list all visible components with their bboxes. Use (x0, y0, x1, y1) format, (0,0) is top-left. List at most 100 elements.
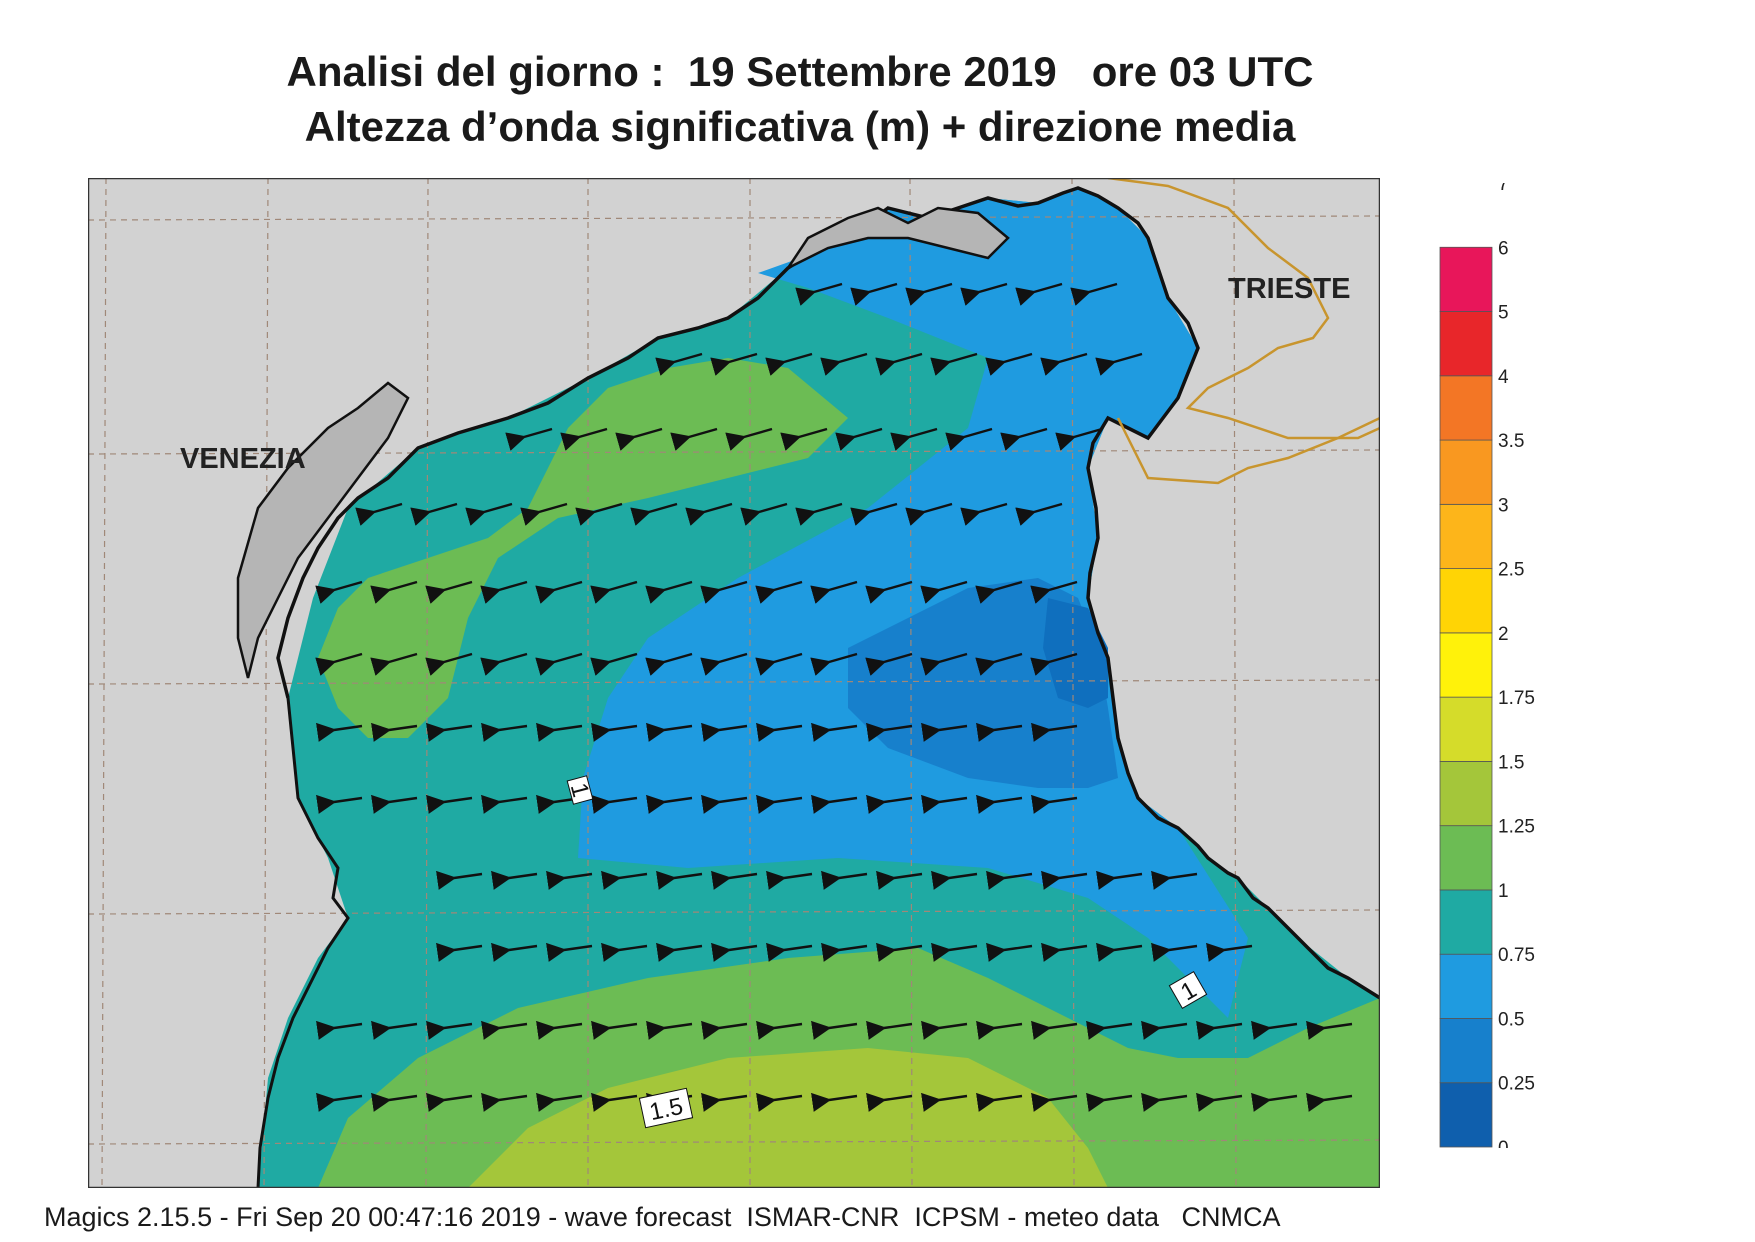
wave-direction-arrow (850, 282, 898, 306)
wave-direction-arrow (960, 282, 1008, 306)
wave-direction-arrow (701, 722, 748, 742)
wave-direction-arrow (725, 427, 773, 451)
city-label-trieste: TRIESTE (1228, 273, 1350, 305)
wave-direction-arrow (811, 722, 858, 742)
wave-direction-arrow (601, 870, 648, 890)
wave-direction-arrow (756, 1020, 803, 1040)
wave-direction-arrow (930, 352, 978, 376)
wave-direction-arrow (876, 870, 923, 890)
wave-direction-arrow (820, 352, 868, 376)
city-label-venezia: VENEZIA (180, 443, 306, 475)
wave-direction-arrow (656, 942, 703, 962)
wave-direction-arrow (590, 652, 638, 676)
wave-direction-arrow (765, 352, 813, 376)
wave-direction-arrow (670, 427, 718, 451)
wave-direction-arrow (1141, 1092, 1188, 1112)
legend-swatch (1439, 696, 1493, 762)
wave-direction-arrow (1251, 1020, 1298, 1040)
wave-direction-arrow (905, 282, 953, 306)
legend-swatch (1439, 375, 1493, 441)
wave-direction-arrow (315, 652, 363, 676)
wave-direction-arrow (986, 942, 1033, 962)
map-title-line-1: Analisi del giorno : 19 Settembre 2019 o… (286, 48, 1314, 95)
wave-direction-arrow (756, 1092, 803, 1112)
wave-direction-arrow (1041, 942, 1088, 962)
wave-direction-arrow (316, 722, 363, 742)
wave-direction-arrows (315, 282, 1353, 1112)
contour-region-1.5-1.75 (468, 1048, 1108, 1188)
wave-direction-arrow (931, 870, 978, 890)
wave-direction-arrow (811, 1020, 858, 1040)
grado-coast (784, 206, 1010, 272)
wave-direction-arrow (1031, 1020, 1078, 1040)
wave-direction-arrow (1306, 1020, 1353, 1040)
wave-direction-arrow (866, 1092, 913, 1112)
wave-direction-arrow (426, 794, 473, 814)
wave-direction-arrow (410, 502, 458, 526)
wave-direction-arrow (866, 1020, 913, 1040)
wave-direction-arrow (976, 1020, 1023, 1040)
legend-tick-label: 2.5 (1498, 560, 1524, 581)
wave-direction-arrow (945, 427, 993, 451)
wave-direction-arrow (480, 580, 528, 604)
coastline-lagoon (256, 697, 350, 1188)
wave-direction-arrow (491, 942, 538, 962)
wave-direction-arrow (481, 722, 528, 742)
legend-swatch (1439, 1082, 1493, 1148)
wave-direction-arrow (810, 580, 858, 604)
legend-swatch (1439, 1018, 1493, 1084)
wave-direction-arrow (575, 502, 623, 526)
legend-swatch (1439, 568, 1493, 634)
wave-direction-arrow (821, 870, 868, 890)
legend-tick-label: 1.25 (1498, 817, 1535, 838)
wave-direction-arrow (591, 794, 638, 814)
wave-direction-arrow (766, 942, 813, 962)
wave-direction-arrow (1086, 1092, 1133, 1112)
wave-direction-arrow (371, 1092, 418, 1112)
wave-height-map: 1 1 1.5 VENEZIA TRIESTE (88, 178, 1380, 1188)
wave-direction-arrow (465, 502, 513, 526)
coastline (276, 186, 1380, 1000)
wave-direction-arrow (875, 352, 923, 376)
legend-tick-label: 2 (1498, 624, 1509, 645)
wave-direction-arrow (1096, 942, 1143, 962)
wave-direction-arrow (1031, 722, 1078, 742)
wave-direction-arrow (921, 1092, 968, 1112)
legend-swatch (1439, 632, 1493, 698)
wave-direction-arrow (1040, 352, 1088, 376)
wave-direction-arrow (1095, 352, 1143, 376)
venice-lagoon (236, 381, 410, 679)
legend-tick-label: 6 (1498, 238, 1509, 259)
wave-direction-arrow (931, 942, 978, 962)
legend-swatch (1439, 825, 1493, 891)
wave-direction-arrow (976, 794, 1023, 814)
wave-direction-arrow (536, 1092, 583, 1112)
legend-tick-label: 1.5 (1498, 752, 1524, 773)
wave-direction-arrow (1306, 1092, 1353, 1112)
wave-direction-arrow (1151, 870, 1198, 890)
map-frame (88, 178, 1380, 1188)
wave-direction-arrow (921, 794, 968, 814)
wave-direction-arrow (646, 722, 693, 742)
wave-direction-arrow (535, 580, 583, 604)
wave-direction-arrow (920, 580, 968, 604)
wave-direction-arrow (755, 652, 803, 676)
wave-direction-arrow (960, 502, 1008, 526)
wave-direction-arrow (645, 652, 693, 676)
wave-direction-arrow (811, 1092, 858, 1112)
wave-direction-arrow (685, 502, 733, 526)
wave-direction-arrow (436, 870, 483, 890)
legend-swatch (1439, 761, 1493, 827)
wave-direction-arrow (975, 652, 1023, 676)
contour-region-1.25-1.5-north (318, 358, 848, 738)
wave-direction-arrow (710, 352, 758, 376)
wave-direction-arrow (480, 652, 528, 676)
legend-tick-label: 3.5 (1498, 431, 1524, 452)
wave-direction-arrow (756, 794, 803, 814)
wave-direction-arrow (426, 1020, 473, 1040)
wave-direction-arrow (701, 1020, 748, 1040)
wave-direction-arrow (865, 580, 913, 604)
legend-swatch (1439, 246, 1493, 312)
wave-direction-arrow (646, 794, 693, 814)
wave-direction-arrow (711, 870, 758, 890)
